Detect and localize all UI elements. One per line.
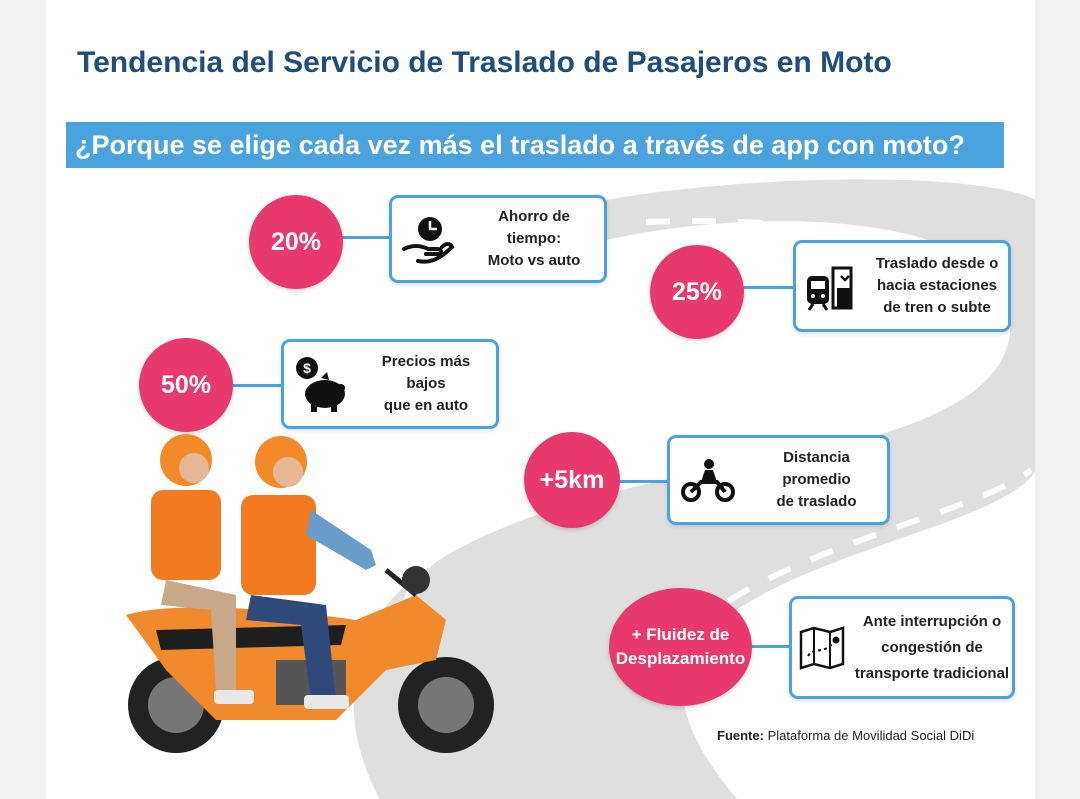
stat-line: Moto vs auto bbox=[487, 252, 581, 269]
stat-description: Traslado desde o hacia estaciones de tre… bbox=[866, 253, 1008, 319]
connector-line bbox=[233, 384, 283, 387]
connector-line bbox=[746, 645, 794, 648]
stat-line: congestión de bbox=[881, 638, 983, 656]
stat-card-distance: Distancia promedio de traslado bbox=[667, 435, 890, 525]
stat-line: Ahorro de bbox=[498, 208, 570, 225]
stat-description: Precios más bajos que en auto bbox=[356, 351, 496, 417]
stat-value-line: Desplazamiento bbox=[615, 649, 746, 668]
train-station-icon bbox=[796, 258, 866, 314]
stat-line: promedio bbox=[782, 471, 851, 488]
stat-card-fluidity: Ante interrupción o congestión de transp… bbox=[789, 596, 1015, 699]
stat-line: transporte tradicional bbox=[854, 664, 1010, 682]
motorcycle-rider-icon bbox=[670, 458, 746, 502]
stat-circle-fluidity: + Fluidez de Desplazamiento bbox=[609, 588, 752, 706]
stat-line: Traslado desde o bbox=[875, 255, 999, 272]
connector-line bbox=[614, 480, 674, 483]
motorcycle-riders-illustration bbox=[126, 434, 494, 753]
map-route-icon bbox=[792, 625, 852, 670]
stat-circle-price: 50% bbox=[139, 338, 233, 432]
stat-circle-distance: +5km bbox=[524, 432, 620, 528]
stat-card-time: Ahorro de tiempo: Moto vs auto bbox=[389, 195, 607, 283]
stat-line: de tren o subte bbox=[883, 299, 991, 316]
stat-line: Distancia bbox=[783, 449, 850, 466]
stat-line: tiempo: bbox=[506, 230, 562, 247]
stat-line: Ante interrupción o bbox=[862, 612, 1002, 630]
stat-description: Ante interrupción o congestión de transp… bbox=[852, 609, 1012, 687]
stat-description: Distancia promedio de traslado bbox=[746, 447, 887, 513]
subtitle-banner: ¿Porque se elige cada vez más el traslad… bbox=[66, 122, 1004, 168]
infographic-canvas: Tendencia del Servicio de Traslado de Pa… bbox=[46, 0, 1035, 799]
stat-line: bajos bbox=[406, 375, 446, 392]
stat-line: que en auto bbox=[383, 397, 469, 414]
stat-value: +5km bbox=[539, 465, 605, 494]
source-text: Plataforma de Movilidad Social DiDi bbox=[767, 728, 975, 743]
source-label: Fuente: bbox=[717, 728, 764, 743]
connector-line bbox=[741, 286, 796, 289]
stat-circle-stations: 25% bbox=[650, 245, 744, 339]
page-title: Tendencia del Servicio de Traslado de Pa… bbox=[77, 46, 892, 79]
stat-description: Ahorro de tiempo: Moto vs auto bbox=[464, 206, 604, 272]
stat-value-line: + Fluidez de bbox=[631, 625, 730, 644]
stat-value: 20% bbox=[270, 227, 322, 256]
hand-clock-icon bbox=[392, 211, 464, 267]
piggy-bank-dollar-icon: $ bbox=[284, 354, 356, 414]
connector-line bbox=[341, 236, 391, 239]
stat-value: 25% bbox=[671, 277, 723, 306]
svg-text:$: $ bbox=[303, 360, 311, 376]
stat-card-stations: Traslado desde o hacia estaciones de tre… bbox=[793, 240, 1011, 332]
stat-card-price: $ Precios más bajos que en auto bbox=[281, 339, 499, 429]
stat-value: 50% bbox=[160, 370, 212, 399]
stat-line: hacia estaciones bbox=[876, 277, 998, 294]
source-note: Fuente: Plataforma de Movilidad Social D… bbox=[717, 728, 974, 743]
stat-line: Precios más bbox=[381, 353, 471, 370]
stat-line: de traslado bbox=[776, 493, 857, 510]
stat-circle-time: 20% bbox=[249, 195, 343, 289]
